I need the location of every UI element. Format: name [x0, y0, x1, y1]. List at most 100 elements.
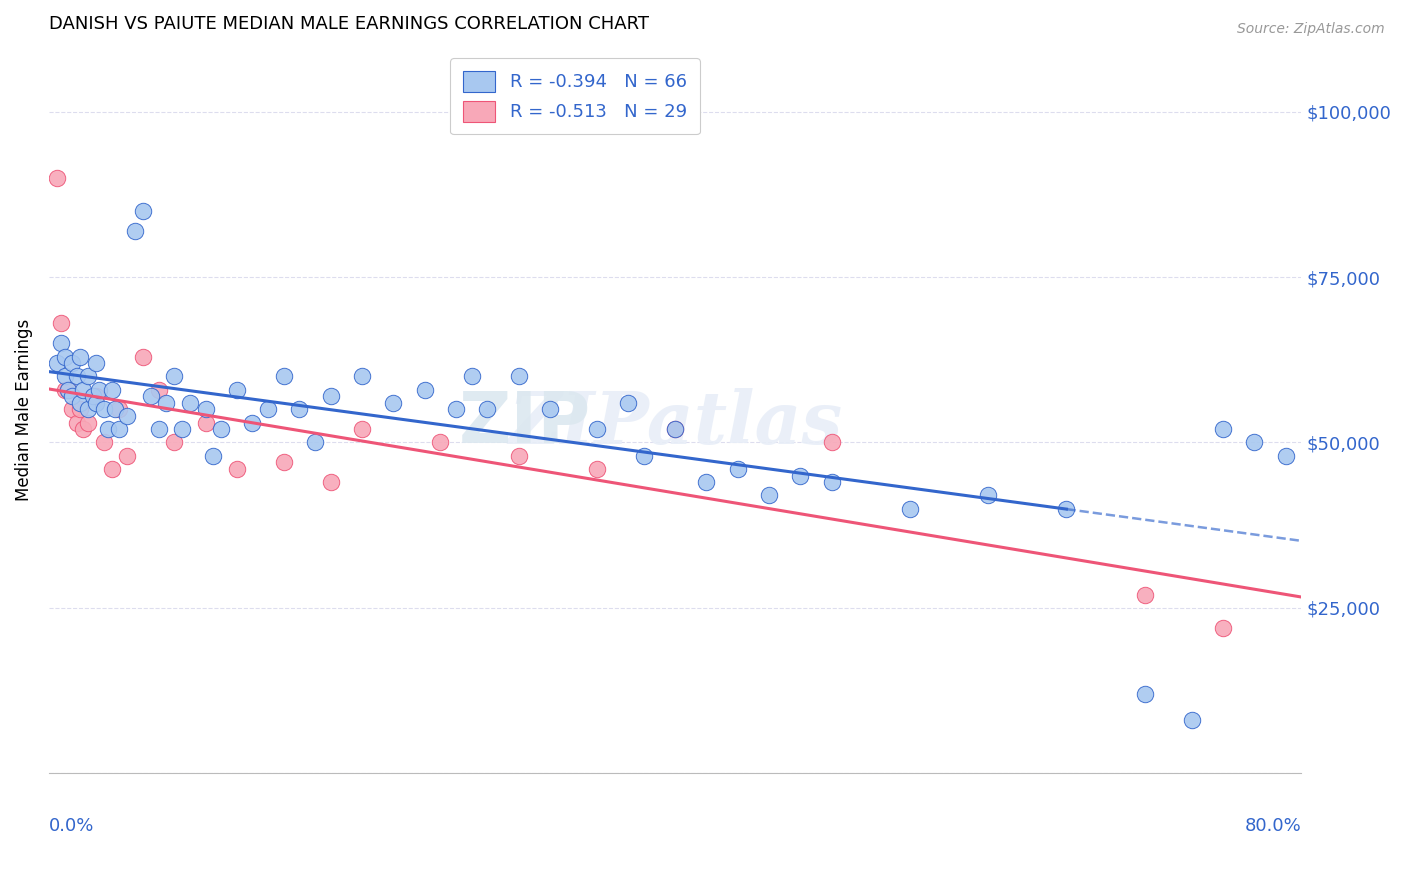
- Point: [84, 356, 107, 370]
- Point: [695, 475, 717, 490]
- Point: [319, 475, 342, 490]
- Text: ZIPatlas: ZIPatlas: [508, 389, 842, 459]
- Legend: R = -0.394   N = 66, R = -0.513   N = 29: R = -0.394 N = 66, R = -0.513 N = 29: [450, 58, 700, 135]
- Point: [194, 402, 217, 417]
- Point: [194, 416, 217, 430]
- Point: [132, 350, 155, 364]
- Point: [789, 468, 811, 483]
- Point: [429, 435, 451, 450]
- Point: [257, 402, 280, 417]
- Point: [93, 435, 115, 450]
- Point: [586, 462, 609, 476]
- Point: [51, 336, 73, 351]
- Point: [352, 422, 374, 436]
- Point: [273, 369, 295, 384]
- Point: [139, 389, 162, 403]
- Point: [148, 422, 170, 436]
- Point: [66, 416, 89, 430]
- Point: [56, 383, 79, 397]
- Point: [898, 501, 921, 516]
- Point: [413, 383, 436, 397]
- Point: [51, 317, 73, 331]
- Point: [124, 224, 146, 238]
- Point: [242, 416, 264, 430]
- Point: [633, 449, 655, 463]
- Point: [69, 402, 91, 417]
- Point: [538, 402, 561, 417]
- Point: [225, 383, 247, 397]
- Point: [163, 369, 186, 384]
- Point: [77, 416, 100, 430]
- Point: [586, 422, 609, 436]
- Point: [69, 350, 91, 364]
- Point: [288, 402, 311, 417]
- Point: [108, 422, 131, 436]
- Point: [163, 435, 186, 450]
- Point: [77, 402, 100, 417]
- Point: [84, 396, 107, 410]
- Point: [93, 402, 115, 417]
- Point: [508, 369, 530, 384]
- Point: [115, 449, 138, 463]
- Point: [758, 488, 780, 502]
- Point: [977, 488, 1000, 502]
- Point: [82, 389, 104, 403]
- Point: [209, 422, 232, 436]
- Point: [115, 409, 138, 423]
- Point: [62, 389, 84, 403]
- Point: [45, 356, 67, 370]
- Point: [62, 402, 84, 417]
- Point: [53, 383, 76, 397]
- Point: [72, 422, 94, 436]
- Text: ZIP: ZIP: [458, 390, 591, 458]
- Point: [62, 356, 84, 370]
- Point: [664, 422, 686, 436]
- Point: [460, 369, 482, 384]
- Point: [1133, 687, 1156, 701]
- Point: [148, 383, 170, 397]
- Point: [273, 455, 295, 469]
- Point: [444, 402, 467, 417]
- Point: [304, 435, 326, 450]
- Point: [170, 422, 193, 436]
- Point: [1212, 422, 1234, 436]
- Point: [1212, 621, 1234, 635]
- Point: [617, 396, 640, 410]
- Point: [66, 369, 89, 384]
- Point: [72, 383, 94, 397]
- Point: [477, 402, 499, 417]
- Point: [319, 389, 342, 403]
- Text: 0.0%: 0.0%: [49, 817, 94, 835]
- Point: [84, 389, 107, 403]
- Point: [352, 369, 374, 384]
- Point: [1181, 713, 1204, 727]
- Point: [45, 170, 67, 185]
- Point: [108, 402, 131, 417]
- Point: [821, 435, 844, 450]
- Point: [97, 422, 120, 436]
- Point: [508, 449, 530, 463]
- Point: [1133, 588, 1156, 602]
- Text: DANISH VS PAIUTE MEDIAN MALE EARNINGS CORRELATION CHART: DANISH VS PAIUTE MEDIAN MALE EARNINGS CO…: [49, 15, 650, 33]
- Y-axis label: Median Male Earnings: Median Male Earnings: [15, 318, 32, 500]
- Point: [69, 396, 91, 410]
- Point: [179, 396, 201, 410]
- Point: [225, 462, 247, 476]
- Point: [77, 369, 100, 384]
- Point: [56, 383, 79, 397]
- Point: [53, 350, 76, 364]
- Point: [1056, 501, 1078, 516]
- Point: [382, 396, 405, 410]
- Point: [100, 383, 122, 397]
- Point: [104, 402, 127, 417]
- Text: Source: ZipAtlas.com: Source: ZipAtlas.com: [1237, 22, 1385, 37]
- Point: [727, 462, 749, 476]
- Point: [87, 383, 110, 397]
- Point: [53, 369, 76, 384]
- Point: [821, 475, 844, 490]
- Point: [1243, 435, 1265, 450]
- Point: [664, 422, 686, 436]
- Point: [202, 449, 225, 463]
- Point: [1274, 449, 1296, 463]
- Point: [100, 462, 122, 476]
